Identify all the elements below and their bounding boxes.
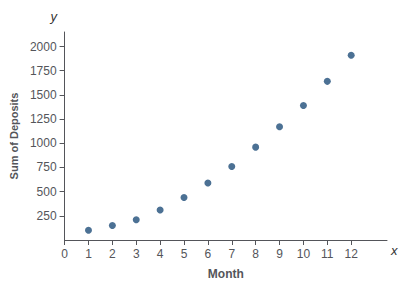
svg-text:1250: 1250 <box>30 112 57 126</box>
svg-text:1500: 1500 <box>30 88 57 102</box>
svg-text:3: 3 <box>133 247 140 261</box>
svg-text:250: 250 <box>37 209 57 223</box>
svg-text:12: 12 <box>344 247 358 261</box>
svg-text:5: 5 <box>181 247 188 261</box>
svg-text:2: 2 <box>109 247 116 261</box>
svg-text:750: 750 <box>37 160 57 174</box>
svg-text:y: y <box>50 9 59 24</box>
svg-text:Month: Month <box>208 267 244 281</box>
svg-text:1: 1 <box>85 247 92 261</box>
svg-text:9: 9 <box>276 247 283 261</box>
svg-text:1750: 1750 <box>30 64 57 78</box>
svg-text:10: 10 <box>297 247 311 261</box>
svg-text:7: 7 <box>228 247 235 261</box>
svg-text:11: 11 <box>321 247 334 261</box>
svg-text:8: 8 <box>252 247 259 261</box>
svg-text:1000: 1000 <box>30 136 57 150</box>
svg-text:500: 500 <box>37 185 57 199</box>
svg-text:2000: 2000 <box>30 40 57 54</box>
svg-text:0: 0 <box>61 247 68 261</box>
svg-text:6: 6 <box>205 247 212 261</box>
svg-text:4: 4 <box>157 247 164 261</box>
svg-text:x: x <box>390 243 398 258</box>
svg-text:Sum of Deposits: Sum of Deposits <box>8 93 20 180</box>
